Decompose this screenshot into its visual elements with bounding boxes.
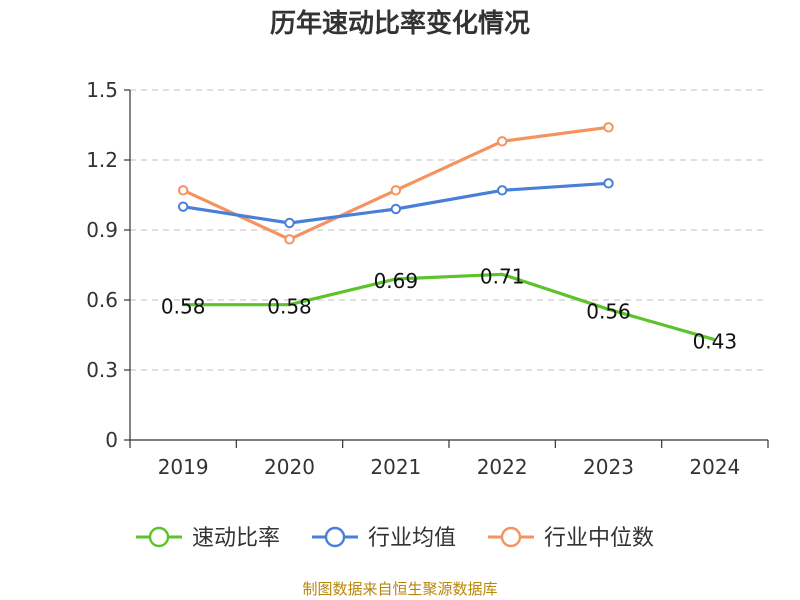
series-line-2 [182, 125, 609, 241]
series-line-0 [183, 272, 716, 342]
legend-marker [500, 526, 522, 548]
data-point[interactable] [496, 185, 508, 196]
legend-item-0[interactable]: 速动比率 [136, 526, 280, 551]
y-tick-label: 1.2 [86, 148, 118, 172]
data-label: 0.43 [693, 330, 738, 354]
data-point[interactable] [390, 203, 402, 215]
x-tick-label: 2020 [264, 455, 315, 479]
legend-item-2[interactable]: 行业中位数 [488, 526, 654, 551]
legend-label: 行业中位数 [544, 526, 654, 551]
data-labels: 0.58 0.58 0.69 0.71 0.56 0.43 [161, 264, 737, 353]
legend-label: 速动比率 [192, 526, 280, 551]
grid [130, 89, 768, 371]
source-note: 制图数据来自恒生聚源数据库 [302, 580, 497, 598]
axes: 0 0.3 0.6 0.9 1.2 1.5 2019 2020 2021 2022 2023 2024 [86, 78, 769, 479]
data-point[interactable] [177, 201, 189, 212]
data-label: 0.58 [161, 295, 206, 319]
y-tick-label: 0.9 [86, 218, 118, 242]
series-group [177, 122, 716, 342]
legend-marker [324, 526, 346, 548]
data-point[interactable] [390, 185, 402, 196]
legend-marker [148, 526, 170, 548]
y-tick-label: 0.3 [86, 358, 118, 382]
x-tick-label: 2023 [583, 455, 634, 479]
legend-item-1[interactable]: 行业均值 [312, 526, 456, 551]
data-label: 0.71 [480, 264, 525, 288]
data-point[interactable] [496, 136, 508, 147]
data-label: 0.69 [374, 269, 419, 293]
legend[interactable]: 速动比率 行业均值 行业中位数 [136, 526, 654, 551]
chart-title: 历年速动比率变化情况 [270, 8, 530, 39]
data-point[interactable] [284, 217, 295, 229]
x-tick-label: 2019 [158, 455, 209, 479]
data-point[interactable] [177, 185, 189, 196]
legend-label: 行业均值 [368, 526, 456, 551]
data-point[interactable] [603, 122, 614, 133]
x-tick-label: 2024 [689, 455, 740, 479]
y-tick-label: 1.5 [86, 78, 118, 102]
y-tick-label: 0.6 [86, 288, 118, 312]
x-tick-label: 2021 [370, 455, 421, 479]
data-label: 0.56 [586, 299, 631, 323]
data-label: 0.58 [267, 295, 312, 319]
data-point[interactable] [603, 178, 614, 189]
data-point[interactable] [284, 234, 295, 245]
y-tick-label: 0 [105, 428, 118, 452]
x-tick-label: 2022 [477, 455, 528, 479]
